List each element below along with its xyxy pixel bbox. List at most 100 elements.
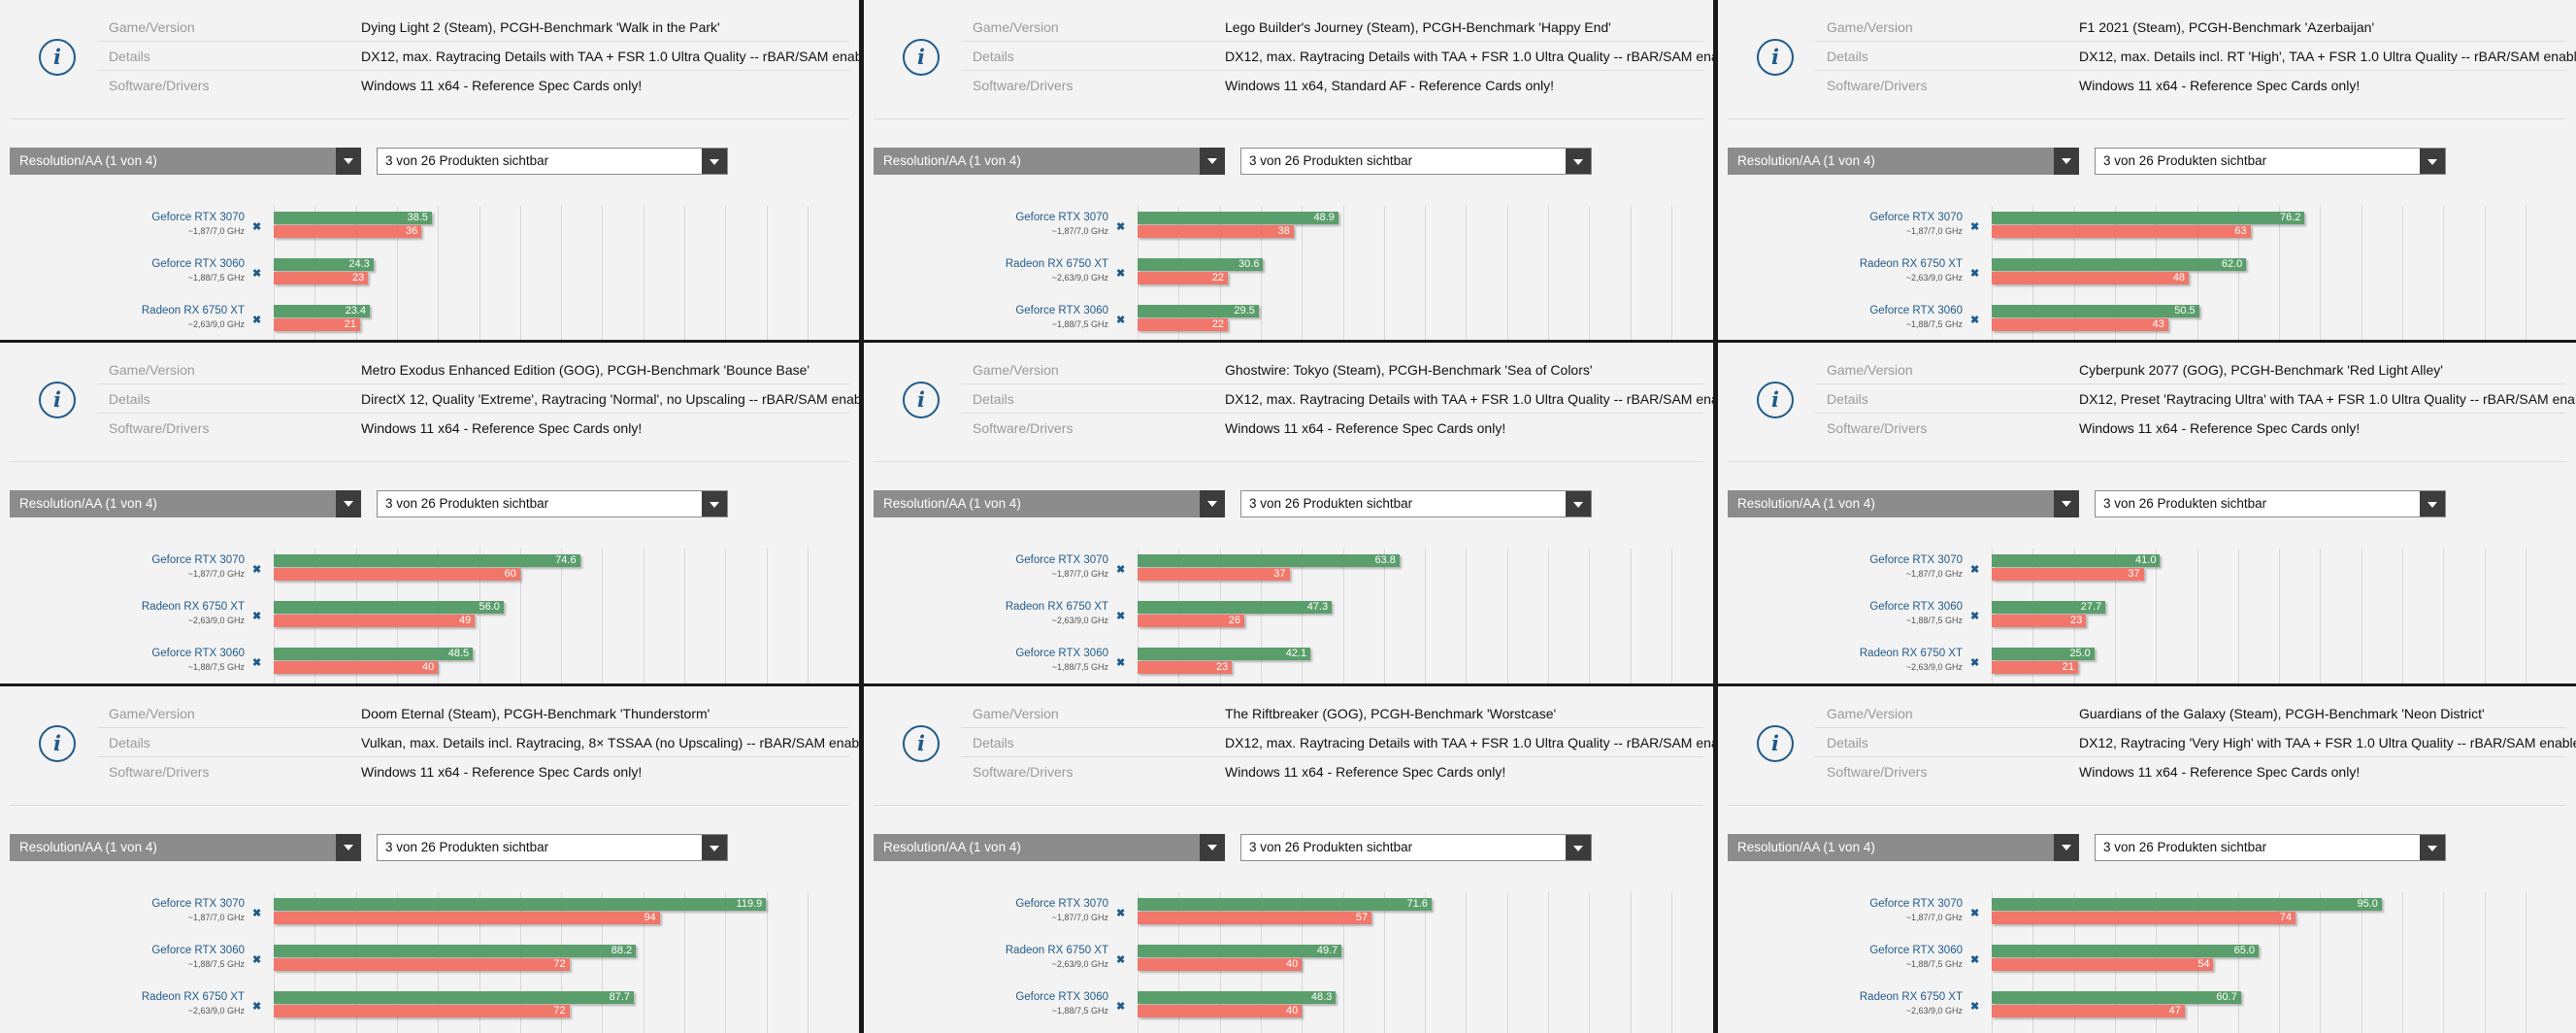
remove-product-icon[interactable]: ✖ xyxy=(1116,268,1126,280)
remove-product-icon[interactable]: ✖ xyxy=(1970,268,1980,280)
remove-product-icon[interactable]: ✖ xyxy=(1116,564,1126,576)
remove-product-icon[interactable]: ✖ xyxy=(1116,1001,1126,1013)
gpu-name-link[interactable]: Geforce RTX 3070 xyxy=(1869,554,1963,566)
resolution-dropdown[interactable]: Resolution/AA (1 von 4) xyxy=(874,834,1225,861)
remove-product-icon[interactable]: ✖ xyxy=(1116,657,1126,669)
remove-product-icon[interactable]: ✖ xyxy=(252,908,262,919)
gpu-name-link[interactable]: Geforce RTX 3070 xyxy=(1869,898,1963,910)
gpu-name-link[interactable]: Geforce RTX 3060 xyxy=(151,648,245,659)
info-icon[interactable]: i xyxy=(1757,725,1794,762)
gpu-name-link[interactable]: Radeon RX 6750 XT xyxy=(1005,945,1108,956)
remove-product-icon[interactable]: ✖ xyxy=(1970,1001,1980,1013)
remove-product-icon[interactable]: ✖ xyxy=(1970,954,1980,966)
info-icon[interactable]: i xyxy=(903,382,940,418)
remove-product-icon[interactable]: ✖ xyxy=(1116,954,1126,966)
chevron-down-icon[interactable] xyxy=(336,490,361,517)
gpu-name-link[interactable]: Radeon RX 6750 XT xyxy=(141,991,245,1003)
products-dropdown[interactable]: 3 von 26 Produkten sichtbar xyxy=(1240,834,1592,861)
chevron-down-icon[interactable] xyxy=(336,834,361,861)
gpu-name-link[interactable]: Geforce RTX 3070 xyxy=(151,554,245,566)
remove-product-icon[interactable]: ✖ xyxy=(252,657,262,669)
gpu-name-link[interactable]: Geforce RTX 3060 xyxy=(1869,945,1963,956)
info-icon[interactable]: i xyxy=(39,39,76,76)
chevron-down-icon[interactable] xyxy=(336,148,361,175)
chevron-down-icon[interactable] xyxy=(1566,835,1591,860)
info-icon[interactable]: i xyxy=(1757,382,1794,418)
remove-product-icon[interactable]: ✖ xyxy=(1116,908,1126,919)
products-dropdown[interactable]: 3 von 26 Produkten sichtbar xyxy=(377,834,728,861)
gpu-name-link[interactable]: Radeon RX 6750 XT xyxy=(1859,991,1963,1003)
remove-product-icon[interactable]: ✖ xyxy=(1116,611,1126,622)
info-icon[interactable]: i xyxy=(903,39,940,76)
info-icon[interactable]: i xyxy=(1757,39,1794,76)
remove-product-icon[interactable]: ✖ xyxy=(1970,315,1980,326)
products-dropdown[interactable]: 3 von 26 Produkten sichtbar xyxy=(2095,834,2446,861)
gpu-name-link[interactable]: Geforce RTX 3060 xyxy=(1869,601,1963,613)
info-icon[interactable]: i xyxy=(39,382,76,418)
remove-product-icon[interactable]: ✖ xyxy=(252,268,262,280)
gpu-name-link[interactable]: Geforce RTX 3060 xyxy=(1015,648,1108,659)
remove-product-icon[interactable]: ✖ xyxy=(1970,611,1980,622)
gpu-name-link[interactable]: Geforce RTX 3060 xyxy=(1015,305,1108,317)
gpu-name-link[interactable]: Geforce RTX 3070 xyxy=(151,212,245,223)
info-icon[interactable]: i xyxy=(903,725,940,762)
remove-product-icon[interactable]: ✖ xyxy=(252,1001,262,1013)
resolution-dropdown[interactable]: Resolution/AA (1 von 4) xyxy=(1728,834,2079,861)
remove-product-icon[interactable]: ✖ xyxy=(1970,657,1980,669)
chevron-down-icon[interactable] xyxy=(2420,835,2445,860)
chevron-down-icon[interactable] xyxy=(1566,149,1591,174)
remove-product-icon[interactable]: ✖ xyxy=(252,315,262,326)
chevron-down-icon[interactable] xyxy=(702,835,727,860)
gpu-name-link[interactable]: Geforce RTX 3070 xyxy=(1869,212,1963,223)
chevron-down-icon[interactable] xyxy=(1200,490,1225,517)
resolution-dropdown[interactable]: Resolution/AA (1 von 4) xyxy=(874,148,1225,175)
chevron-down-icon[interactable] xyxy=(2054,148,2079,175)
remove-product-icon[interactable]: ✖ xyxy=(252,221,262,233)
remove-product-icon[interactable]: ✖ xyxy=(252,611,262,622)
gpu-name-link[interactable]: Radeon RX 6750 XT xyxy=(1005,258,1108,270)
gpu-name-link[interactable]: Geforce RTX 3070 xyxy=(151,898,245,910)
remove-product-icon[interactable]: ✖ xyxy=(252,564,262,576)
products-dropdown[interactable]: 3 von 26 Produkten sichtbar xyxy=(377,490,728,517)
remove-product-icon[interactable]: ✖ xyxy=(252,954,262,966)
gpu-name-link[interactable]: Geforce RTX 3060 xyxy=(151,258,245,270)
gpu-name-link[interactable]: Radeon RX 6750 XT xyxy=(1005,601,1108,613)
gpu-name-link[interactable]: Geforce RTX 3060 xyxy=(151,945,245,956)
chevron-down-icon[interactable] xyxy=(2420,491,2445,516)
products-dropdown[interactable]: 3 von 26 Produkten sichtbar xyxy=(2095,490,2446,517)
remove-product-icon[interactable]: ✖ xyxy=(1970,908,1980,919)
products-dropdown[interactable]: 3 von 26 Produkten sichtbar xyxy=(1240,148,1592,175)
gpu-name-link[interactable]: Geforce RTX 3060 xyxy=(1015,991,1108,1003)
resolution-dropdown[interactable]: Resolution/AA (1 von 4) xyxy=(1728,148,2079,175)
resolution-dropdown[interactable]: Resolution/AA (1 von 4) xyxy=(874,490,1225,517)
gpu-name-link[interactable]: Geforce RTX 3070 xyxy=(1015,554,1108,566)
info-icon[interactable]: i xyxy=(39,725,76,762)
gpu-name-link[interactable]: Radeon RX 6750 XT xyxy=(141,601,245,613)
remove-product-icon[interactable]: ✖ xyxy=(1970,564,1980,576)
chevron-down-icon[interactable] xyxy=(1566,491,1591,516)
gpu-name-link[interactable]: Geforce RTX 3070 xyxy=(1015,212,1108,223)
chevron-down-icon[interactable] xyxy=(1200,148,1225,175)
gpu-name-link[interactable]: Geforce RTX 3060 xyxy=(1869,305,1963,317)
gpu-name-link[interactable]: Geforce RTX 3070 xyxy=(1015,898,1108,910)
chevron-down-icon[interactable] xyxy=(1200,834,1225,861)
products-dropdown[interactable]: 3 von 26 Produkten sichtbar xyxy=(1240,490,1592,517)
gpu-name-link[interactable]: Radeon RX 6750 XT xyxy=(141,305,245,317)
remove-product-icon[interactable]: ✖ xyxy=(1116,221,1126,233)
chevron-down-icon[interactable] xyxy=(2420,149,2445,174)
resolution-dropdown[interactable]: Resolution/AA (1 von 4) xyxy=(10,148,361,175)
products-dropdown[interactable]: 3 von 26 Produkten sichtbar xyxy=(377,148,728,175)
resolution-dropdown[interactable]: Resolution/AA (1 von 4) xyxy=(1728,490,2079,517)
remove-product-icon[interactable]: ✖ xyxy=(1116,315,1126,326)
chevron-down-icon[interactable] xyxy=(702,491,727,516)
chevron-down-icon[interactable] xyxy=(702,149,727,174)
gpu-name-link[interactable]: Radeon RX 6750 XT xyxy=(1859,258,1963,270)
resolution-dropdown[interactable]: Resolution/AA (1 von 4) xyxy=(10,834,361,861)
gpu-name-link[interactable]: Radeon RX 6750 XT xyxy=(1859,648,1963,659)
chevron-down-icon[interactable] xyxy=(2054,490,2079,517)
remove-product-icon[interactable]: ✖ xyxy=(1970,221,1980,233)
gridline xyxy=(1589,206,1591,340)
chevron-down-icon[interactable] xyxy=(2054,834,2079,861)
products-dropdown[interactable]: 3 von 26 Produkten sichtbar xyxy=(2095,148,2446,175)
resolution-dropdown[interactable]: Resolution/AA (1 von 4) xyxy=(10,490,361,517)
